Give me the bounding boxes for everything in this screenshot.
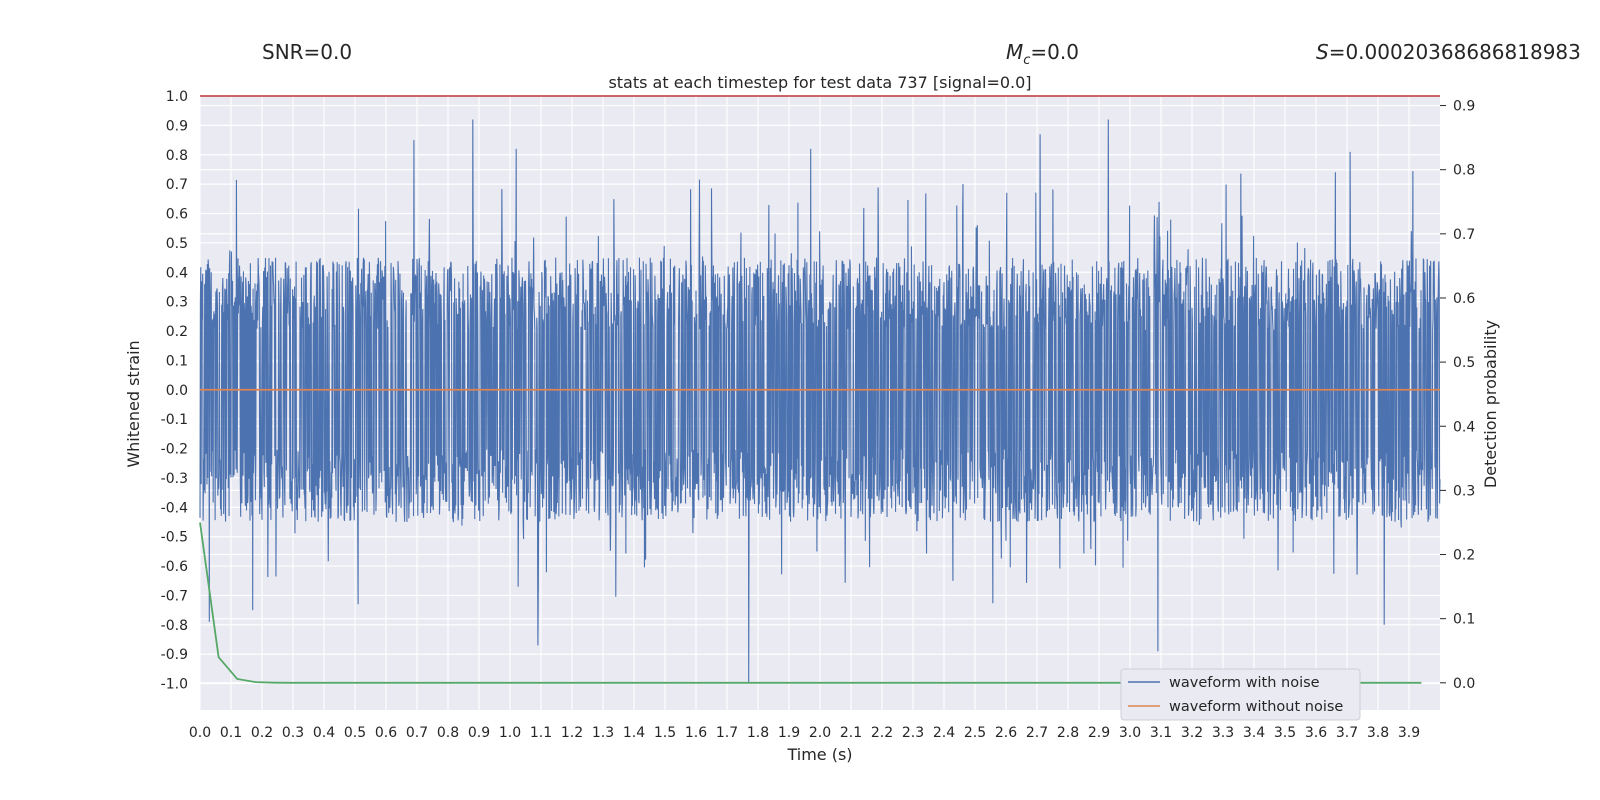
x-tick-label: 1.9 <box>778 725 800 741</box>
x-tick-label: 3.2 <box>1181 725 1203 741</box>
x-tick-label: 3.3 <box>1212 725 1234 741</box>
x-tick-label: 2.0 <box>809 725 831 741</box>
x-tick-label: 2.6 <box>995 725 1017 741</box>
chirp-mass-subscript: c <box>1023 53 1031 68</box>
y-tick-label: -0.6 <box>161 559 188 575</box>
s-statistic-label: S=0.00020368686818983 <box>1316 40 1581 64</box>
x-tick-label: 3.0 <box>1119 725 1141 741</box>
x-tick-label: 3.5 <box>1274 725 1296 741</box>
y-tick-label: -0.5 <box>161 530 188 546</box>
x-tick-label: 2.5 <box>964 725 986 741</box>
y-tick-label: -0.7 <box>161 588 188 604</box>
x-tick-label: 0.0 <box>189 725 211 741</box>
y-tick-label: 0.4 <box>166 265 188 281</box>
chirp-mass-label: Mc=0.0 <box>1006 40 1079 68</box>
y2-tick-label: 0.2 <box>1453 548 1475 564</box>
x-tick-label: 2.2 <box>871 725 893 741</box>
y-tick-label: 0.7 <box>166 177 188 193</box>
x-tick-label: 0.6 <box>375 725 397 741</box>
legend-box <box>1120 668 1361 721</box>
x-tick-label: 0.3 <box>282 725 304 741</box>
x-tick-label: 2.9 <box>1088 725 1110 741</box>
x-tick-label: 1.5 <box>654 725 676 741</box>
y-tick-label: 0.2 <box>166 324 188 340</box>
legend-label-clean: waveform without noise <box>1169 699 1343 715</box>
x-tick-label: 1.4 <box>623 725 645 741</box>
s-statistic-symbol: S <box>1316 40 1329 64</box>
y2-tick-label: 0.0 <box>1453 676 1475 692</box>
y2-tick-label: 0.6 <box>1453 291 1475 307</box>
s-statistic-value: =0.00020368686818983 <box>1328 40 1581 64</box>
chirp-mass-value: =0.0 <box>1030 40 1079 64</box>
x-tick-label: 0.1 <box>220 725 242 741</box>
legend-label-noise: waveform with noise <box>1169 675 1320 691</box>
x-tick-label: 2.3 <box>902 725 924 741</box>
y-tick-label: -0.1 <box>161 412 188 428</box>
detection-probability-line <box>199 522 1422 684</box>
y2-tick-label: 0.9 <box>1453 99 1475 115</box>
x-tick-label: 1.2 <box>561 725 583 741</box>
x-tick-label: 0.7 <box>406 725 428 741</box>
x-tick-label: 1.8 <box>747 725 769 741</box>
x-tick-label: 3.9 <box>1398 725 1420 741</box>
waveform-with-noise-line <box>199 119 1441 684</box>
y2-tick-label: 0.7 <box>1453 227 1475 243</box>
x-tick-label: 2.1 <box>840 725 862 741</box>
x-axis-label: Time (s) <box>786 745 852 764</box>
x-tick-label: 1.1 <box>530 725 552 741</box>
y-tick-label: 0.5 <box>166 236 188 252</box>
series-waveform-with-noise <box>199 119 1441 684</box>
x-tick-label: 1.3 <box>592 725 614 741</box>
x-tick-label: 1.7 <box>716 725 738 741</box>
x-tick-label: 3.8 <box>1367 725 1389 741</box>
y-tick-label: 0.3 <box>166 295 188 311</box>
y-tick-label: 0.0 <box>166 383 188 399</box>
x-tick-label: 3.7 <box>1336 725 1358 741</box>
legend: waveform with noise waveform without noi… <box>1120 668 1361 721</box>
y-axis-label: Whitened strain <box>124 340 143 467</box>
snr-label: SNR=0.0 <box>262 40 353 64</box>
x-tick-label: 1.6 <box>685 725 707 741</box>
y-tick-label: -0.4 <box>161 500 188 516</box>
y-axis-ticks: 1.0 0.9 0.8 0.7 0.6 0.5 0.4 0.3 0.2 0.1 0.0 -0.1 -0.… <box>161 89 188 693</box>
y2-tick-label: 0.1 <box>1453 612 1475 628</box>
y-tick-label: -1.0 <box>161 677 188 693</box>
x-tick-label: 3.4 <box>1243 725 1265 741</box>
overlay-lines <box>199 95 1440 684</box>
y2-axis-ticks: 0.9 0.8 0.7 0.6 0.5 0.4 0.3 0.2 0.1 0.0 <box>1440 99 1475 692</box>
y-tick-label: -0.8 <box>161 618 188 634</box>
y-tick-label: 1.0 <box>166 89 188 105</box>
y2-axis-label: Detection probability <box>1481 320 1500 488</box>
x-tick-label: 1.0 <box>499 725 521 741</box>
x-tick-label: 0.4 <box>313 725 335 741</box>
y-tick-label: -0.3 <box>161 471 188 487</box>
y2-tick-label: 0.4 <box>1453 419 1475 435</box>
x-tick-label: 0.9 <box>468 725 490 741</box>
y-tick-label: -0.2 <box>161 442 188 458</box>
y2-tick-label: 0.5 <box>1453 355 1475 371</box>
y2-tick-label: 0.8 <box>1453 163 1475 179</box>
y2-tick-label: 0.3 <box>1453 483 1475 499</box>
x-tick-label: 3.6 <box>1305 725 1327 741</box>
x-tick-label: 0.2 <box>251 725 273 741</box>
x-axis-ticks: 0.0 0.1 0.2 0.3 0.4 0.5 0.6 0.7 0.8 0.9 1.0 1.1 1.2 1… <box>189 725 1420 741</box>
x-tick-label: 3.1 <box>1150 725 1172 741</box>
y-tick-label: 0.1 <box>166 353 188 369</box>
y-tick-label: 0.8 <box>166 148 188 164</box>
x-tick-label: 2.4 <box>933 725 955 741</box>
y-tick-label: -0.9 <box>161 647 188 663</box>
x-tick-label: 0.8 <box>437 725 459 741</box>
chart-title: stats at each timestep for test data 737… <box>608 73 1031 92</box>
x-tick-label: 2.8 <box>1057 725 1079 741</box>
x-tick-label: 0.5 <box>344 725 366 741</box>
y-tick-label: 0.6 <box>166 207 188 223</box>
y-tick-label: 0.9 <box>166 118 188 134</box>
chirp-mass-symbol: M <box>1006 40 1024 64</box>
x-tick-label: 2.7 <box>1026 725 1048 741</box>
